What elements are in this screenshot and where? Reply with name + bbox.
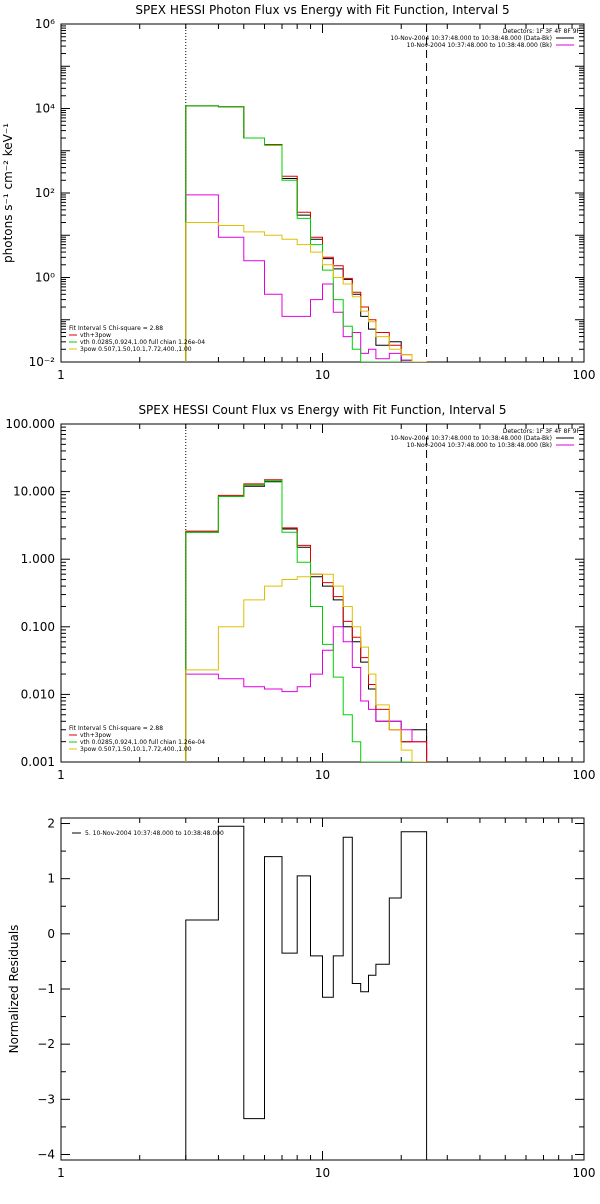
- series-green: [185, 480, 427, 762]
- y-tick-label: −4: [37, 1147, 55, 1161]
- series-yellow: [185, 222, 427, 362]
- chart-panel-2: SPEX HESSI Count Flux vs Energy with Fit…: [5, 403, 595, 782]
- fit-legend: Fit Interval 5 Chi-square = 2.88vth+3pow…: [69, 325, 205, 353]
- series-group: [185, 479, 428, 762]
- header-line: 10-Nov-2004 10:37:48.000 to 10:38:48.000…: [407, 442, 552, 449]
- y-tick-label: 0.100: [21, 620, 55, 634]
- header-line: 10-Nov-2004 10:37:48.000 to 10:38:48.000…: [390, 35, 552, 42]
- fit-legend: Fit Interval 5 Chi-square = 2.88vth+3pow…: [69, 725, 205, 753]
- series-black: [185, 825, 428, 1160]
- series-black: [185, 481, 428, 762]
- x-tick-label: 1: [57, 1166, 65, 1180]
- series-magenta: [185, 626, 428, 762]
- legend-entry: vth 0.0285,0.924,1.00 full chian 1.26e-0…: [80, 739, 205, 746]
- y-tick-label: 10⁻²: [29, 355, 56, 369]
- series-magenta: [185, 194, 427, 362]
- chart-title: SPEX HESSI Photon Flux vs Energy with Fi…: [135, 3, 509, 17]
- y-tick-label: 10²: [35, 186, 55, 200]
- y-tick-label: 100.000: [5, 417, 55, 431]
- y-axis-label: photons s⁻¹ cm⁻² keV⁻¹: [1, 123, 15, 263]
- x-tick-label: 10: [315, 1166, 330, 1180]
- y-tick-label: −2: [37, 1037, 55, 1051]
- legend-entry: Fit Interval 5 Chi-square = 2.88: [69, 325, 163, 332]
- y-tick-label: 10⁶: [35, 17, 55, 31]
- y-tick-label: 0: [47, 927, 55, 941]
- header-line: Detectors: 1F 3F 4F 8F 9F: [503, 28, 581, 35]
- x-tick-label: 10: [315, 368, 330, 382]
- y-tick-label: 2: [47, 817, 55, 831]
- legend-entry: vth+3pow: [80, 732, 111, 739]
- y-tick-label: 10⁰: [35, 271, 55, 285]
- series-green: [185, 105, 427, 362]
- chart-panel-3: 1 10 100 −4 −3 −2 −1 0 1 2 Normalized Residuals 5. …: [7, 817, 595, 1180]
- series-group: [185, 825, 428, 1160]
- series-group: [185, 105, 427, 362]
- series-black: [185, 105, 427, 362]
- x-tick-label: 1: [57, 768, 65, 782]
- series-red: [185, 105, 427, 362]
- plot-frame: [60, 423, 585, 763]
- legend-entry: Fit Interval 5 Chi-square = 2.88: [69, 725, 163, 732]
- legend-entry: 3pow 0.507,1.50,10.1,7.72,400.,1.00: [80, 346, 192, 353]
- chart-title: SPEX HESSI Count Flux vs Energy with Fit…: [138, 403, 506, 417]
- x-tick-label: 100: [573, 368, 596, 382]
- y-tick-label: 10⁴: [35, 102, 55, 116]
- legend-entry: 5. 10-Nov-2004 10:37:48.000 to 10:38:48.…: [85, 830, 224, 837]
- header-line: 10-Nov-2004 10:37:48.000 to 10:38:48.000…: [407, 42, 552, 49]
- legend-entry: vth 0.0285,0.924,1.00 full chian 1.26e-0…: [80, 339, 205, 346]
- x-tick-label: 1: [57, 368, 65, 382]
- series-red: [185, 479, 428, 762]
- header-line: Detectors: 1F 3F 4F 8F 9F: [503, 428, 581, 435]
- y-tick-label: 1: [47, 872, 55, 886]
- legend-entry: vth+3pow: [80, 332, 111, 339]
- residual-legend: 5. 10-Nov-2004 10:37:48.000 to 10:38:48.…: [72, 830, 224, 837]
- header-line: 10-Nov-2004 10:37:48.000 to 10:38:48.000…: [390, 435, 552, 442]
- y-tick-label: −3: [37, 1092, 55, 1106]
- y-tick-label: 0.010: [21, 687, 55, 701]
- x-tick-label: 100: [573, 1166, 596, 1180]
- y-axis-label: Normalized Residuals: [7, 925, 21, 1054]
- chart-panel-1: SPEX HESSI Photon Flux vs Energy with Fi…: [1, 3, 595, 382]
- series-yellow: [185, 573, 427, 762]
- y-tick-label: 1.000: [21, 552, 55, 566]
- x-tick-label: 100: [573, 768, 596, 782]
- y-tick-label: 0.001: [21, 755, 55, 769]
- y-tick-label: 10.000: [13, 485, 55, 499]
- legend-entry: 3pow 0.507,1.50,10.1,7.72,400.,1.00: [80, 746, 192, 753]
- plot-frame: [60, 23, 585, 363]
- y-tick-label: −1: [37, 982, 55, 996]
- x-tick-label: 10: [315, 768, 330, 782]
